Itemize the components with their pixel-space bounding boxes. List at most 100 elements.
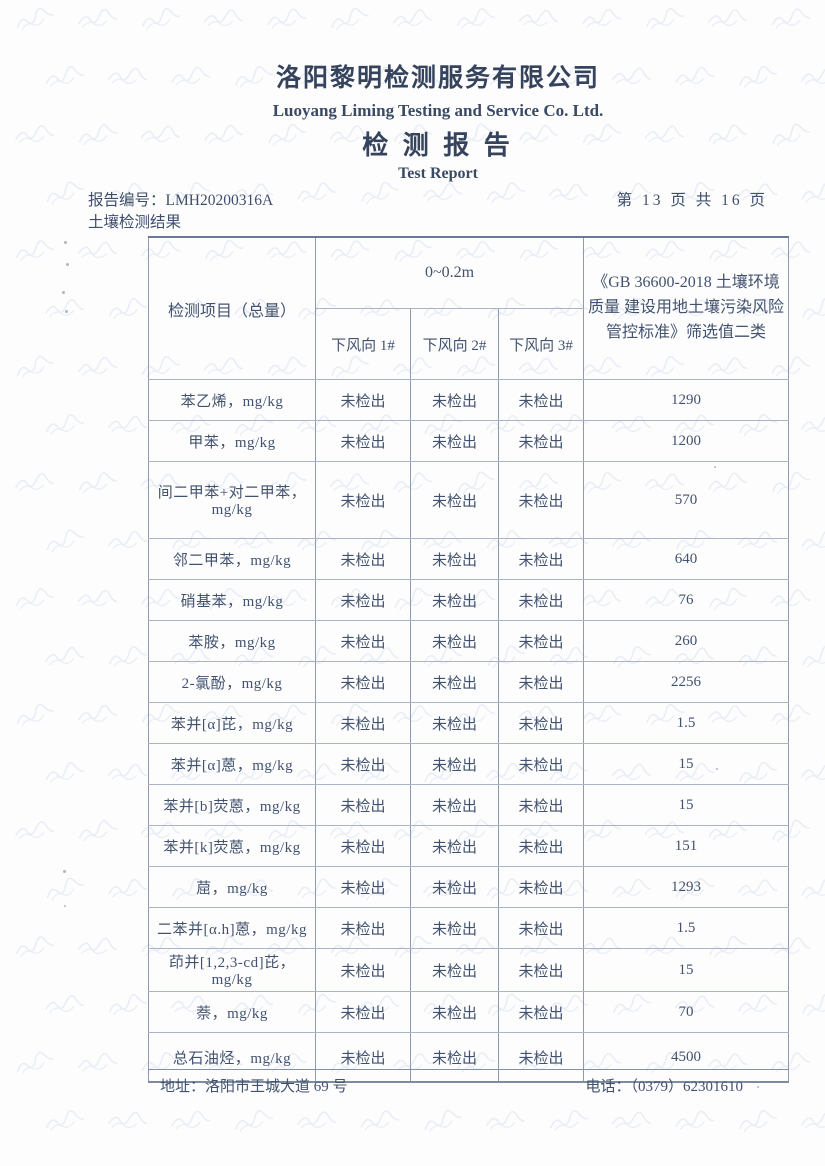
- row-value-sample-1: 未检出: [315, 784, 411, 826]
- row-item: 茚并[1,2,3-cd]芘，mg/kg: [148, 948, 316, 992]
- table-row: 苯并[k]荧蒽，mg/kg 未检出 未检出 未检出 151: [148, 825, 790, 867]
- row-value-sample-2: 未检出: [410, 866, 499, 908]
- row-item: 二苯并[α.h]蒽，mg/kg: [148, 907, 316, 949]
- row-value-sample-3: 未检出: [497, 538, 585, 580]
- company-name-en: Luoyang Liming Testing and Service Co. L…: [272, 101, 604, 120]
- table-row: 苯并[α]蒽，mg/kg 未检出 未检出 未检出 15: [148, 743, 790, 785]
- column-header-standard: 《GB 36600-2018 土壤环境质量 建设用地土壤污染风险管控标准》筛选值…: [583, 236, 790, 380]
- row-value-sample-3: 未检出: [497, 866, 585, 908]
- page-indicator: 第 13 页 共 16 页: [616, 192, 768, 209]
- row-standard-value: 15: [583, 743, 790, 785]
- scan-speck: [64, 241, 67, 244]
- row-value-sample-1: 未检出: [315, 743, 411, 785]
- row-item: 邻二甲苯，mg/kg: [148, 538, 316, 580]
- row-value-sample-3: 未检出: [497, 948, 585, 992]
- row-value-sample-1: 未检出: [315, 420, 411, 462]
- watermark-glyph: [232, 1106, 276, 1136]
- watermark-glyph: [609, 1105, 655, 1137]
- row-value-sample-1: 未检出: [315, 661, 411, 703]
- row-value-sample-2: 未检出: [410, 538, 499, 580]
- watermark-glyph: [799, 1106, 825, 1136]
- row-item: 苯乙烯，mg/kg: [148, 379, 316, 421]
- row-value-sample-3: 未检出: [497, 420, 585, 462]
- row-value-sample-1: 未检出: [315, 620, 411, 662]
- scan-speck: [63, 870, 66, 873]
- row-item: 苯胺，mg/kg: [148, 620, 316, 662]
- scan-speck: [716, 768, 718, 770]
- row-value-sample-3: 未检出: [497, 379, 585, 421]
- watermark-glyph: [674, 1108, 716, 1135]
- row-standard-value: 1.5: [583, 907, 790, 949]
- scan-speck: [66, 263, 69, 266]
- column-header-item: 检测项目（总量）: [148, 236, 316, 380]
- page-content: 洛阳黎明检测服务有限公司 Luoyang Liming Testing and …: [88, 64, 790, 1083]
- row-value-sample-1: 未检出: [315, 866, 411, 908]
- watermark-glyph: [484, 1107, 528, 1136]
- row-standard-value: 260: [583, 620, 790, 662]
- row-item: 甲苯，mg/kg: [148, 420, 316, 462]
- row-standard-value: 70: [583, 991, 790, 1033]
- table-row: 䓛，mg/kg 未检出 未检出 未检出 1293: [148, 866, 790, 908]
- footer-address-label: 地址：: [160, 1079, 206, 1095]
- row-standard-value: 2256: [583, 661, 790, 703]
- results-table: 检测项目（总量） 0~0.2m 《GB 36600-2018 土壤环境质量 建设…: [148, 236, 790, 1083]
- row-value-sample-2: 未检出: [410, 420, 499, 462]
- scan-speck: [757, 1086, 759, 1088]
- row-value-sample-3: 未检出: [497, 579, 585, 621]
- row-value-sample-1: 未检出: [315, 948, 411, 992]
- row-value-sample-2: 未检出: [410, 743, 499, 785]
- table-row: 邻二甲苯，mg/kg 未检出 未检出 未检出 640: [148, 538, 790, 580]
- report-title-en: Test Report: [398, 165, 478, 182]
- footer-divider: [148, 1069, 789, 1070]
- table-row: 萘，mg/kg 未检出 未检出 未检出 70: [148, 991, 790, 1033]
- column-header-sample-3: 下风向 3#: [497, 308, 585, 380]
- row-value-sample-3: 未检出: [497, 1032, 585, 1083]
- row-item: 䓛，mg/kg: [148, 866, 316, 908]
- report-title-cn: 检 测 报 告: [362, 131, 514, 160]
- report-number: 报告编号：LMH20200316A: [88, 190, 273, 211]
- row-value-sample-2: 未检出: [410, 702, 499, 744]
- row-item: 苯并[k]荧蒽，mg/kg: [148, 825, 316, 867]
- watermark-glyph: [547, 1107, 591, 1136]
- row-standard-value: 1.5: [583, 702, 790, 744]
- watermark-glyph: [170, 1107, 213, 1134]
- row-value-sample-1: 未检出: [315, 1032, 411, 1083]
- table-row: 苯并[α]芘，mg/kg 未检出 未检出 未检出 1.5: [148, 702, 790, 744]
- watermark-glyph: [420, 1105, 466, 1137]
- footer-phone-label: 电话：: [585, 1079, 631, 1095]
- row-standard-value: 570: [583, 461, 790, 539]
- report-number-label: 报告编号：: [88, 192, 166, 209]
- column-header-sample-1: 下风向 1#: [315, 308, 411, 380]
- row-value-sample-1: 未检出: [315, 461, 411, 539]
- row-value-sample-2: 未检出: [410, 907, 499, 949]
- table-row: 苯胺，mg/kg 未检出 未检出 未检出 260: [148, 620, 790, 662]
- row-item: 苯并[α]蒽，mg/kg: [148, 743, 316, 785]
- section-title: 土壤检测结果: [88, 214, 182, 231]
- row-standard-value: 1200: [583, 420, 790, 462]
- row-value-sample-2: 未检出: [410, 784, 499, 826]
- row-value-sample-3: 未检出: [497, 743, 585, 785]
- row-value-sample-2: 未检出: [410, 461, 499, 539]
- row-item: 2-氯酚，mg/kg: [148, 661, 316, 703]
- row-value-sample-2: 未检出: [410, 661, 499, 703]
- watermark-glyph: [295, 1106, 340, 1137]
- footer-phone-value: （0379）62301610: [630, 1079, 743, 1095]
- watermark-glyph: [105, 1105, 151, 1138]
- row-standard-value: 640: [583, 538, 790, 580]
- row-standard-value: 151: [583, 825, 790, 867]
- report-header: 洛阳黎明检测服务有限公司 Luoyang Liming Testing and …: [88, 64, 788, 185]
- table-row: 苯并[b]荧蒽，mg/kg 未检出 未检出 未检出 15: [148, 784, 790, 826]
- row-value-sample-3: 未检出: [497, 461, 585, 539]
- footer-phone: 电话：（0379）62301610: [585, 1077, 789, 1098]
- row-item: 硝基苯，mg/kg: [148, 579, 316, 621]
- row-value-sample-3: 未检出: [497, 991, 585, 1033]
- row-item: 间二甲苯+对二甲苯，mg/kg: [148, 461, 316, 539]
- footer-address-value: 洛阳市王城大道 69 号: [205, 1079, 348, 1095]
- row-standard-value: 15: [583, 948, 790, 992]
- row-value-sample-2: 未检出: [410, 379, 499, 421]
- row-standard-value: 1290: [583, 379, 790, 421]
- row-value-sample-1: 未检出: [315, 579, 411, 621]
- table-row: 甲苯，mg/kg 未检出 未检出 未检出 1200: [148, 420, 790, 462]
- row-item: 苯并[α]芘，mg/kg: [148, 702, 316, 744]
